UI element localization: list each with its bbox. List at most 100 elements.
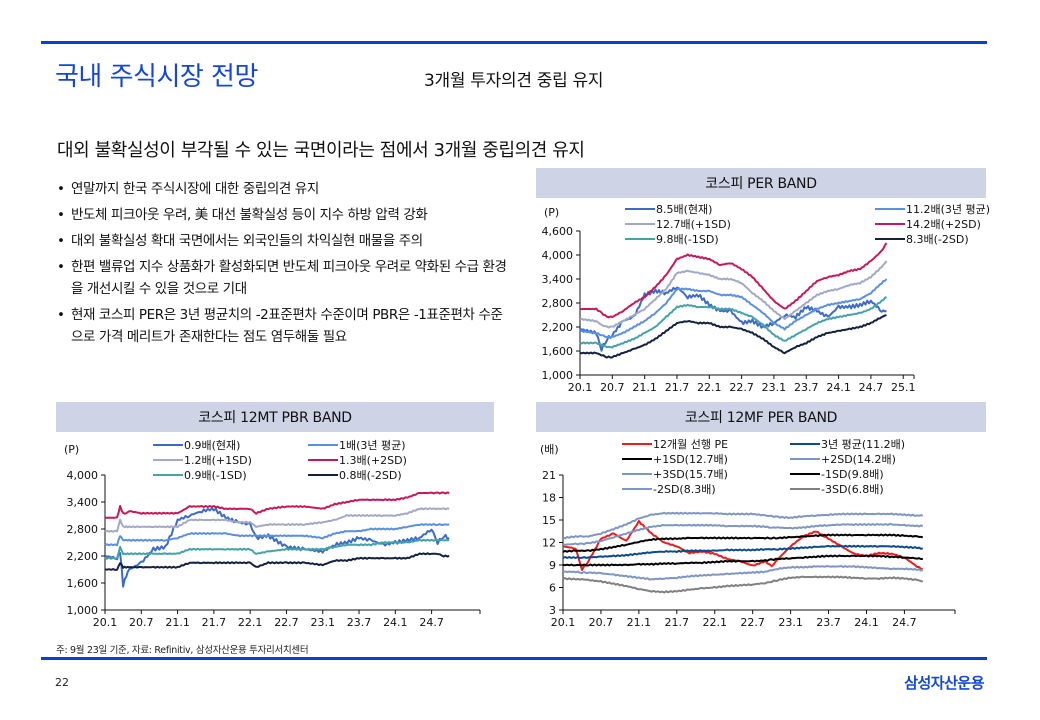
series-line <box>104 507 450 588</box>
series-line <box>562 554 923 567</box>
page-number: 22 <box>55 676 69 689</box>
per-band-header: 코스피 PER BAND <box>536 168 986 198</box>
y-axis-label: (P) <box>64 443 79 456</box>
bullet-list: 연말까지 한국 주식시장에 대한 중립의견 유지 반도체 피크아웃 우려, 美 … <box>57 178 507 352</box>
legend-label: 0.9배(현재) <box>184 439 240 452</box>
y-tick-label: 2,200 <box>542 321 574 334</box>
y-tick-label: 2,800 <box>67 523 99 536</box>
legend-label: -1SD(9.8배) <box>821 468 884 481</box>
bullet-item: 현재 코스피 PER은 3년 평균치의 -2표준편차 수준이며 PBR은 -1표… <box>57 304 507 348</box>
legend-label: -3SD(6.8배) <box>821 483 884 496</box>
x-tick-label: 21.1 <box>165 616 190 629</box>
per-band-chart: (P) 1,000 1,600 2,200 2,800 3,400 4,000 4,600 20… <box>542 203 991 394</box>
y-tick-label: 3,400 <box>67 496 99 509</box>
series-line <box>579 314 887 359</box>
bottom-divider <box>41 657 987 660</box>
source-note: 주: 9월 23일 기준, 자료: Refinitiv, 삼성자산운용 투자리서… <box>56 645 309 656</box>
mfper-band-chart: (배) 3 6 9 12 15 18 21 20.1 20.7 21.1 21.7 22.1 22.7 23… <box>540 438 956 629</box>
series-line <box>579 296 887 349</box>
headline: 대외 불확실성이 부각될 수 있는 국면이라는 점에서 3개월 중립의견 유지 <box>57 140 585 161</box>
page-title: 국내 주식시장 전망 <box>55 62 258 92</box>
y-tick-label: 2,800 <box>542 297 574 310</box>
series-line <box>562 565 923 581</box>
x-tick-label: 21.7 <box>202 616 227 629</box>
y-tick-label: 3,400 <box>542 273 574 286</box>
y-tick-label: 1,000 <box>542 369 574 382</box>
legend-label: 0.9배(-1SD) <box>184 469 247 482</box>
bullet-item: 연말까지 한국 주식시장에 대한 중립의견 유지 <box>57 178 507 200</box>
x-tick-label: 21.7 <box>665 381 690 394</box>
x-tick-label: 20.1 <box>551 616 576 629</box>
series-line <box>579 242 888 319</box>
y-axis-label: (P) <box>544 206 559 219</box>
legend-label: 3년 평균(11.2배) <box>821 438 905 451</box>
x-tick-label: 22.7 <box>740 616 765 629</box>
y-tick-label: 1,600 <box>67 577 99 590</box>
legend-label: 12.7배(+1SD) <box>656 218 731 231</box>
x-tick-label: 22.7 <box>274 616 299 629</box>
x-tick-label: 25.1 <box>891 381 916 394</box>
legend-label: 11.2배(3년 평균) <box>906 203 990 216</box>
x-tick-label: 21.1 <box>627 616 652 629</box>
x-tick-label: 23.1 <box>762 381 787 394</box>
top-divider <box>41 41 987 44</box>
series-line <box>562 523 924 546</box>
y-tick-label: 1,000 <box>67 604 99 617</box>
x-tick-label: 24.7 <box>892 616 917 629</box>
series-line <box>562 533 924 553</box>
series-line <box>104 491 450 519</box>
legend-label: 1.3배(+2SD) <box>339 454 407 467</box>
legend-label: -2SD(8.3배) <box>653 483 716 496</box>
brand-logo: 삼성자산운용 <box>904 674 984 692</box>
legend-label: +1SD(12.7배) <box>653 453 728 466</box>
y-tick-label: 18 <box>542 492 556 505</box>
page-subtitle: 3개월 투자의견 중립 유지 <box>424 71 604 91</box>
x-tick-label: 20.7 <box>600 381 625 394</box>
pbr-band-header: 코스피 12MT PBR BAND <box>56 402 494 432</box>
series-line <box>104 507 450 533</box>
legend-label: 1.2배(+1SD) <box>184 454 252 467</box>
y-tick-label: 3 <box>549 604 556 617</box>
bullet-item: 한편 밸류업 지수 상품화가 활성화되면 반도체 피크아웃 우려로 약화된 수급… <box>57 256 507 300</box>
y-tick-label: 15 <box>542 514 556 527</box>
series-line <box>104 523 450 547</box>
y-tick-label: 4,600 <box>542 225 574 238</box>
legend-label: +3SD(15.7배) <box>653 468 728 481</box>
x-tick-label: 23.7 <box>794 381 819 394</box>
x-tick-label: 23.1 <box>778 616 803 629</box>
legend-label: 12개월 선행 PE <box>653 438 728 451</box>
legend-label: 14.2배(+2SD) <box>906 218 981 231</box>
y-tick-label: 12 <box>542 537 556 550</box>
x-tick-label: 24.1 <box>854 616 879 629</box>
x-tick-label: 22.1 <box>702 616 727 629</box>
x-tick-label: 21.1 <box>632 381 657 394</box>
legend-label: +2SD(14.2배) <box>821 453 896 466</box>
series-line <box>104 538 450 560</box>
y-tick-label: 2,200 <box>67 550 99 563</box>
x-tick-label: 24.7 <box>419 616 444 629</box>
legend-label: 9.8배(-1SD) <box>656 233 719 246</box>
y-tick-label: 4,000 <box>542 249 574 262</box>
x-tick-label: 22.1 <box>238 616 263 629</box>
x-tick-label: 22.7 <box>729 381 754 394</box>
x-tick-label: 22.1 <box>697 381 722 394</box>
x-tick-label: 24.1 <box>383 616 408 629</box>
x-tick-label: 23.7 <box>347 616 372 629</box>
y-tick-label: 21 <box>542 469 556 482</box>
bullet-item: 대외 불확실성 확대 국면에서는 외국인들의 차익실현 매물을 주의 <box>57 230 507 252</box>
x-tick-label: 24.1 <box>826 381 851 394</box>
series-line <box>562 511 923 540</box>
x-tick-label: 20.7 <box>129 616 154 629</box>
x-tick-label: 20.1 <box>568 381 593 394</box>
series-line <box>562 544 923 559</box>
y-tick-label: 9 <box>549 559 556 572</box>
legend-label: 8.3배(-2SD) <box>906 233 969 246</box>
y-tick-label: 1,600 <box>542 345 574 358</box>
bullet-item: 반도체 피크아웃 우려, 美 대선 불확실성 등이 지수 하방 압력 강화 <box>57 204 507 226</box>
legend-label: 0.8배(-2SD) <box>339 469 402 482</box>
series-line <box>104 552 450 571</box>
legend-label: 1배(3년 평균) <box>339 439 406 452</box>
legend-label: 8.5배(현재) <box>656 203 712 216</box>
pbr-band-chart: (P) 1,000 1,600 2,200 2,800 3,400 4,000 20.1 20.… <box>64 439 481 629</box>
series-line <box>579 278 888 339</box>
